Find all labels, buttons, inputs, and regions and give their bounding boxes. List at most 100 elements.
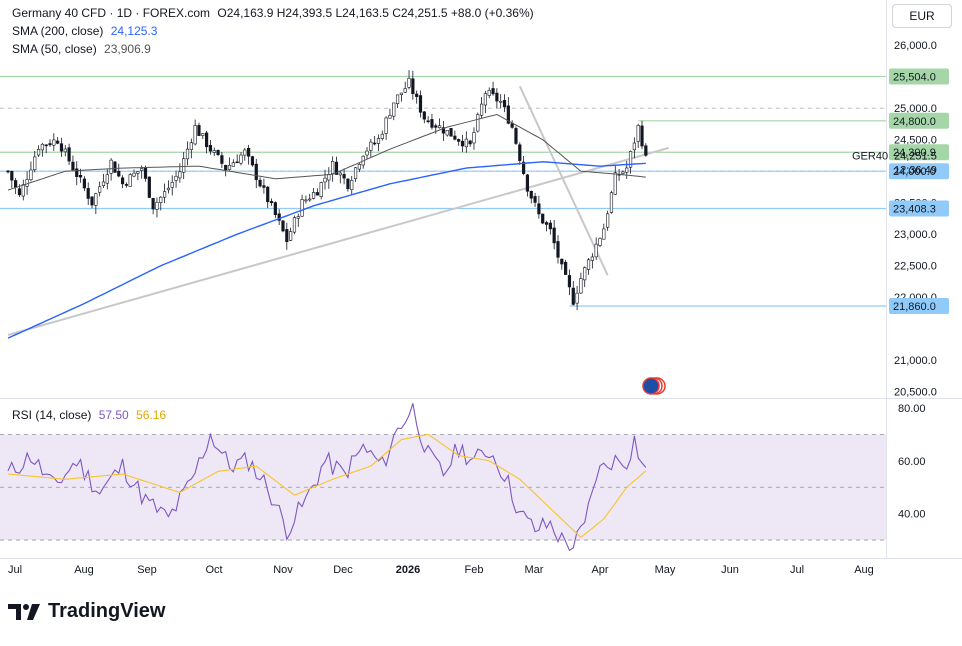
candle-body <box>178 171 182 179</box>
time-axis-tick: Feb <box>465 564 484 576</box>
rsi-line <box>7 403 647 552</box>
price-level-tag <box>889 144 949 161</box>
candle-body <box>434 125 438 128</box>
price-level-label: 24,800.0 <box>893 116 936 128</box>
candle-body <box>479 103 484 116</box>
candle-body <box>143 167 148 179</box>
candle-body <box>548 222 552 230</box>
candle-body <box>205 132 209 148</box>
price-level-tag <box>889 200 949 217</box>
candle-body <box>499 100 503 103</box>
candle-body <box>567 275 572 288</box>
tradingview-logo[interactable]: TradingView <box>8 600 165 623</box>
sma50-line <box>7 113 646 191</box>
eu-flag-icon <box>642 377 660 395</box>
candle-body <box>403 88 407 93</box>
candle-body <box>357 164 361 170</box>
candle-body <box>170 181 174 188</box>
price-level-tag <box>889 112 949 129</box>
candle-body <box>289 231 293 241</box>
candle-body <box>208 144 213 152</box>
candle-body <box>155 201 159 210</box>
currency-button[interactable]: EUR <box>892 4 952 28</box>
candle-body <box>197 125 201 136</box>
price-level-tag <box>889 298 949 315</box>
time-axis-tick: Aug <box>854 564 874 576</box>
time-axis-tick: Apr <box>591 564 608 576</box>
rsi-ma-value: 56.16 <box>136 408 167 422</box>
candle-body <box>590 256 594 261</box>
trendline <box>518 85 609 276</box>
price-level-label: 24,000.0 <box>893 166 936 178</box>
candle-body <box>602 228 606 240</box>
candle-body <box>40 143 44 151</box>
candle-body <box>491 88 495 95</box>
candle-body <box>457 139 461 142</box>
candle-body <box>560 258 564 265</box>
candle-body <box>285 229 289 243</box>
sma200-line <box>7 161 646 339</box>
rsi-label: RSI (14, close) <box>12 408 92 422</box>
sma50-label: SMA (50, close) <box>12 42 97 56</box>
time-axis-tick: Aug <box>74 564 94 576</box>
candle-body <box>247 147 251 157</box>
currency-label: EUR <box>909 9 935 23</box>
candle-body <box>331 161 335 174</box>
candle-body <box>262 185 266 188</box>
price-level-label: 23,408.3 <box>893 203 936 215</box>
candle-body <box>506 105 510 124</box>
current-symbol-label: GER40 <box>852 150 888 162</box>
time-axis-tick: Jul <box>8 564 22 576</box>
candles-group <box>6 70 648 311</box>
candle-body <box>201 133 205 136</box>
rsi-axis-tick: 40.00 <box>898 509 926 521</box>
candle-body <box>346 178 350 190</box>
candle-body <box>640 125 644 147</box>
candle-body <box>109 159 113 174</box>
candle-body <box>292 217 297 233</box>
candle-body <box>166 187 171 191</box>
candle-body <box>613 172 617 195</box>
candle-body <box>52 139 56 146</box>
candle-body <box>384 117 388 134</box>
time-axis-tick: Jul <box>790 564 804 576</box>
candle-body <box>628 151 633 168</box>
candle-body <box>583 267 587 281</box>
sma50-legend[interactable]: SMA (50, close) 23,906.9 <box>12 42 155 56</box>
sma200-label: SMA (200, close) <box>12 24 104 38</box>
candle-body <box>632 142 636 151</box>
brand-name: TradingView <box>48 600 166 622</box>
trendline <box>7 146 670 336</box>
candle-body <box>304 199 308 202</box>
candle-body <box>82 178 86 189</box>
time-axis-tick: May <box>655 564 676 576</box>
candle-body <box>445 129 449 136</box>
candle-body <box>162 191 167 198</box>
sma200-legend[interactable]: SMA (200, close) 24,125.3 <box>12 24 161 38</box>
candle-body <box>239 154 243 164</box>
candle-body <box>48 143 52 146</box>
candle-body <box>59 143 64 152</box>
rsi-legend[interactable]: RSI (14, close) 57.50 56.16 <box>12 408 170 422</box>
candle-body <box>147 176 151 198</box>
symbol-title[interactable]: Germany 40 CFD · 1D · FOREX.com <box>12 6 211 20</box>
candle-body <box>44 144 48 147</box>
candle-body <box>636 125 640 142</box>
candle-body <box>71 161 75 171</box>
candle-body <box>468 140 472 145</box>
candle-body <box>269 201 274 204</box>
candle-body <box>510 123 514 128</box>
candle-body <box>86 188 90 199</box>
sma50-value: 23,906.9 <box>104 42 151 56</box>
candle-body <box>159 196 163 203</box>
symbol-legend: Germany 40 CFD · 1D · FOREX.com O24,163.… <box>12 6 538 20</box>
candle-body <box>476 114 480 132</box>
candle-body <box>529 190 533 199</box>
price-level-label: 24,300.9 <box>893 147 936 159</box>
candle-body <box>25 179 29 187</box>
candle-body <box>483 93 488 106</box>
candle-body <box>193 125 197 145</box>
price-level-label: 25,504.0 <box>893 71 936 83</box>
